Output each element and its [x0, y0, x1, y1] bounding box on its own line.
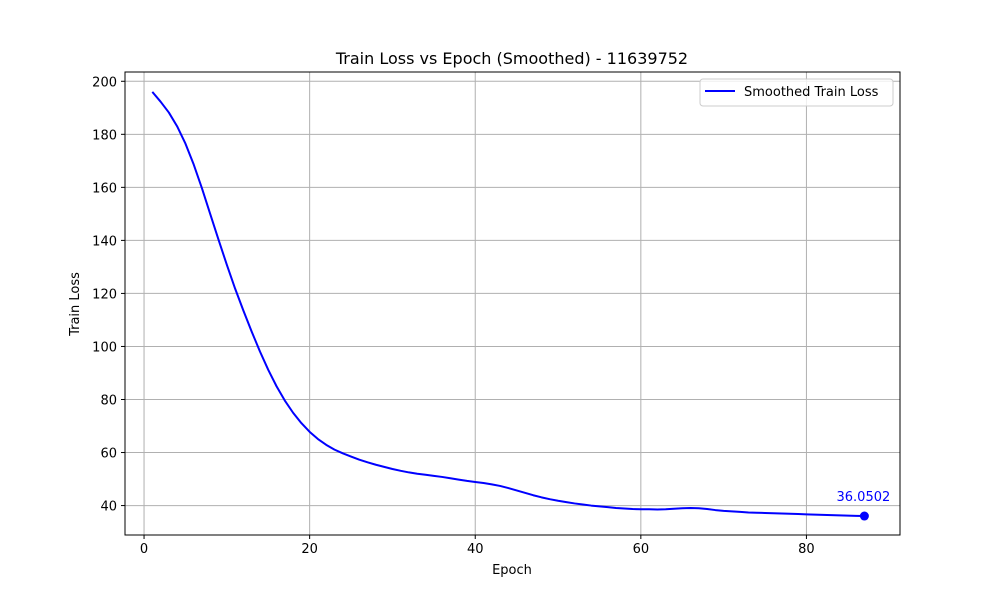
x-axis-ticks: 0 20 40 60 80	[140, 535, 815, 557]
annotation-layer: 36.0502	[837, 490, 891, 521]
y-tick-label: 40	[100, 500, 117, 515]
y-tick-label: 120	[92, 287, 117, 302]
y-tick-label: 100	[92, 340, 117, 355]
x-tick-label: 0	[140, 542, 148, 557]
legend-label: Smoothed Train Loss	[744, 85, 879, 100]
x-tick-label: 60	[633, 542, 650, 557]
y-tick-label: 160	[92, 181, 117, 196]
y-tick-label: 180	[92, 128, 117, 143]
plot-frame	[124, 71, 901, 536]
chart-title: Train Loss vs Epoch (Smoothed) - 1163975…	[335, 49, 688, 68]
y-tick-label: 140	[92, 234, 117, 249]
y-tick-label: 200	[92, 75, 117, 90]
x-axis-label: Epoch	[492, 563, 532, 578]
final-value-annotation: 36.0502	[837, 490, 891, 505]
y-tick-label: 60	[100, 447, 117, 462]
x-tick-label: 20	[301, 542, 318, 557]
x-tick-label: 40	[467, 542, 484, 557]
x-tick-label: 80	[798, 542, 815, 557]
legend-box	[699, 78, 894, 107]
y-axis-ticks: 40 60 80 100 120 140 160 180 200	[92, 75, 125, 515]
series-layer	[151, 91, 865, 518]
final-point-marker	[859, 511, 869, 521]
series-line	[151, 91, 865, 518]
y-tick-label: 80	[100, 393, 117, 408]
legend: Smoothed Train Loss	[699, 78, 894, 107]
y-axis-label: Train Loss	[68, 272, 83, 337]
